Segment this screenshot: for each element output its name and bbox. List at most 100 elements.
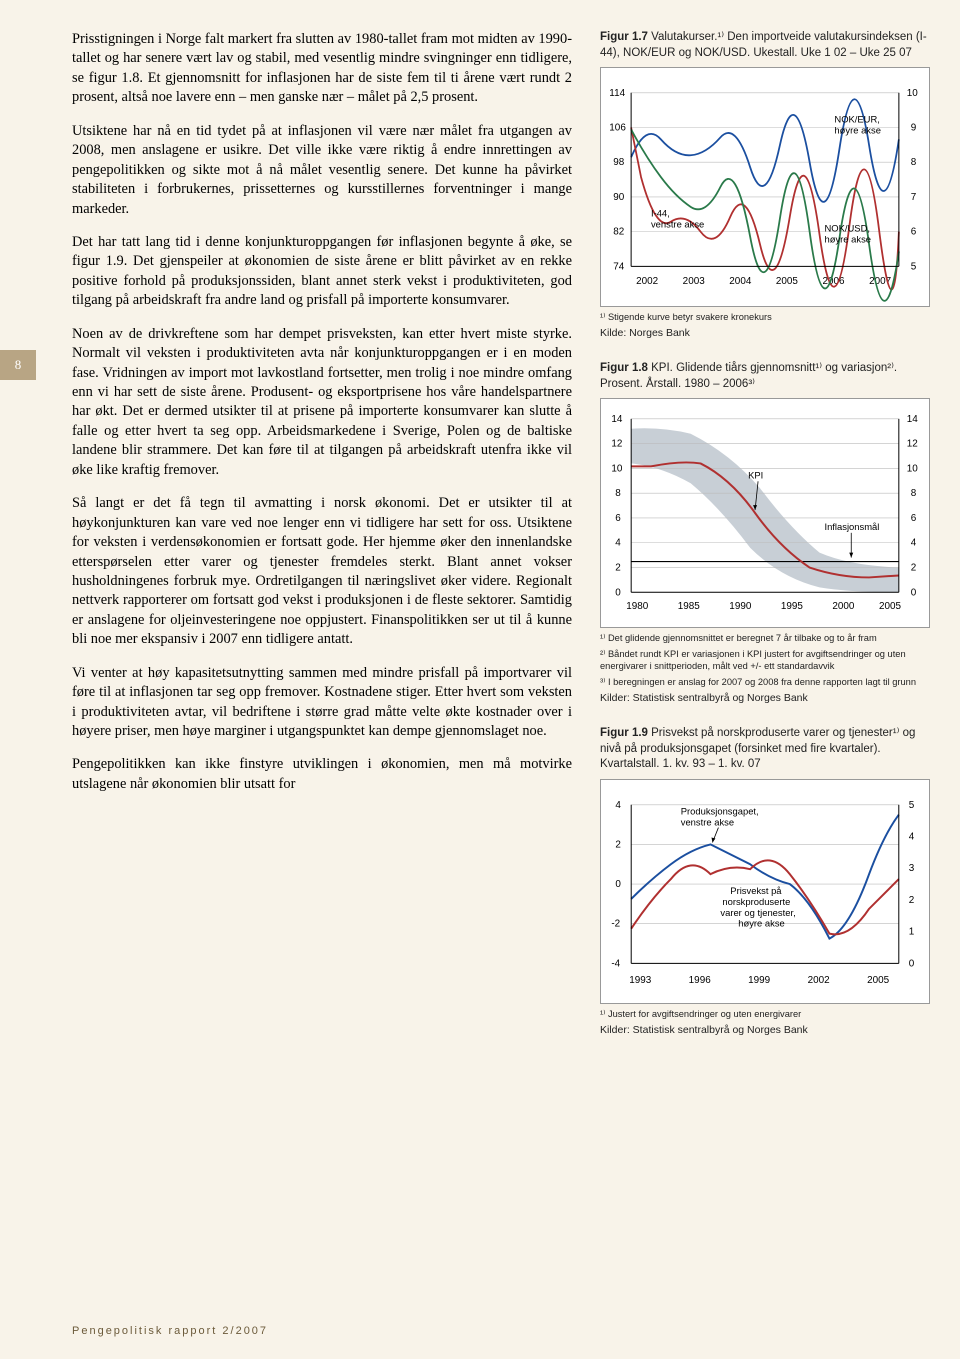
fig18-y-2: 10: [611, 464, 623, 475]
paragraph-3: Det har tatt lang tid i denne konjunktur…: [72, 233, 572, 311]
fig18-y-3: 8: [615, 488, 621, 499]
fig18-footnote-3: ³⁾ I beregningen er anslag for 2007 og 2…: [600, 676, 930, 688]
fig18-chart: 14 12 10 8 6 4 2 0 14 12 10 8 6 4 2 0: [600, 398, 930, 628]
fig19-annot-gap-l2: venstre akse: [681, 817, 734, 828]
fig18-y-4: 6: [615, 513, 621, 524]
figure-1-7: Figur 1.7 Valutakurser.¹⁾ Den importveid…: [600, 30, 930, 339]
fig19-ry-2: 3: [909, 863, 915, 874]
fig19-ry-0: 5: [909, 800, 915, 811]
figures-column: Figur 1.7 Valutakurser.¹⁾ Den importveid…: [600, 30, 930, 1299]
fig19-ly-4: -4: [611, 958, 620, 969]
paragraph-6: Vi venter at høy kapasitetsutnytting sam…: [72, 664, 572, 742]
fig18-annot-kpi: KPI: [748, 469, 763, 480]
paragraph-5: Så langt er det få tegn til avmatting i …: [72, 494, 572, 650]
fig17-annot-usd-l2: høyre akse: [825, 234, 872, 245]
fig18-ry-6: 2: [911, 563, 917, 574]
fig17-footnote: ¹⁾ Stigende kurve betyr svakere kronekur…: [600, 311, 930, 323]
fig17-x-2: 2004: [729, 276, 752, 287]
fig19-title-rest: Prisvekst på norskproduserte varer og tj…: [600, 727, 915, 770]
fig17-rytick-2: 8: [911, 157, 917, 168]
fig17-lytick-3: 90: [613, 192, 625, 203]
fig19-ry-1: 4: [909, 831, 915, 842]
fig19-annot-price-l4: høyre akse: [738, 918, 785, 929]
fig18-x-4: 2000: [832, 601, 855, 612]
fig17-annot-usd-l1: NOK/USD,: [825, 223, 870, 234]
fig17-annot-eur-l1: NOK/EUR,: [834, 114, 879, 125]
fig19-ry-3: 2: [909, 895, 915, 906]
figure-1-9: Figur 1.9 Prisvekst på norskproduserte v…: [600, 726, 930, 1036]
body-text-column: Prisstigningen i Norge falt markert fra …: [72, 30, 572, 1299]
fig17-title-bold: Figur 1.7: [600, 31, 648, 43]
fig19-footnote: ¹⁾ Justert for avgiftsendringer og uten …: [600, 1008, 930, 1020]
fig18-x-1: 1985: [678, 601, 701, 612]
fig17-title: Figur 1.7 Valutakurser.¹⁾ Den importveid…: [600, 30, 930, 61]
fig19-x-2: 1999: [748, 975, 771, 986]
fig18-x-2: 1990: [729, 601, 752, 612]
fig18-x-3: 1995: [781, 601, 804, 612]
fig18-ry-3: 8: [911, 488, 917, 499]
fig18-ry-7: 0: [911, 587, 917, 598]
paragraph-4: Noen av de drivkreftene som har dempet p…: [72, 325, 572, 481]
paragraph-2: Utsiktene har nå en tid tydet på at infl…: [72, 122, 572, 219]
fig19-annot-price-l1: Prisvekst på: [730, 885, 782, 896]
fig17-lytick-0: 114: [609, 88, 625, 99]
fig18-ry-5: 4: [911, 538, 917, 549]
fig17-rytick-1: 9: [911, 123, 917, 134]
fig17-line-i44: [631, 128, 899, 290]
fig19-annot-gap-l1: Produksjonsgapet,: [681, 806, 759, 817]
fig18-annot-target: Inflasjonsmål: [824, 521, 879, 532]
fig18-source: Kilder: Statistisk sentralbyrå og Norges…: [600, 692, 930, 704]
fig17-x-4: 2006: [823, 276, 846, 287]
fig17-source: Kilde: Norges Bank: [600, 327, 930, 339]
fig18-y-5: 4: [615, 538, 621, 549]
fig18-title-bold: Figur 1.8: [600, 362, 648, 374]
fig17-chart: 114 106 98 90 82 74 10 9 8 7 6 5 2002 20…: [600, 67, 930, 307]
fig19-x-0: 1993: [629, 975, 652, 986]
fig18-ry-0: 14: [907, 414, 919, 425]
fig19-x-3: 2002: [808, 975, 831, 986]
page-margin-tab: 8: [0, 350, 36, 380]
fig17-lytick-1: 106: [609, 123, 626, 134]
fig18-footnote-2: ²⁾ Båndet rundt KPI er variasjonen i KPI…: [600, 648, 930, 672]
fig18-y-0: 14: [611, 414, 623, 425]
figure-1-8: Figur 1.8 KPI. Glidende tiårs gjennomsni…: [600, 361, 930, 704]
fig18-x-5: 2005: [879, 601, 902, 612]
fig19-title-bold: Figur 1.9: [600, 727, 648, 739]
fig17-rytick-5: 5: [911, 261, 917, 272]
fig19-annot-price-l2: norskproduserte: [722, 896, 790, 907]
fig19-x-1: 1996: [689, 975, 712, 986]
fig19-ly-3: -2: [611, 919, 620, 930]
fig18-y-6: 2: [615, 563, 621, 574]
fig18-footnote-1: ¹⁾ Det glidende gjennomsnittet er beregn…: [600, 632, 930, 644]
fig19-ry-5: 0: [909, 958, 915, 969]
fig17-x-0: 2002: [636, 276, 659, 287]
fig17-title-rest: Valutakurser.¹⁾ Den importveide valutaku…: [600, 31, 927, 59]
fig17-x-1: 2003: [683, 276, 706, 287]
fig19-annot-price-l3: varer og tjenester,: [720, 907, 795, 918]
fig19-chart: 4 2 0 -2 -4 5 4 3 2 1 0 1993 1996 1999: [600, 779, 930, 1004]
fig18-ry-4: 6: [911, 513, 917, 524]
fig19-ly-2: 0: [615, 879, 621, 890]
fig18-x-0: 1980: [626, 601, 649, 612]
fig19-ly-0: 4: [615, 800, 621, 811]
fig17-annot-i44-l2: venstre akse: [651, 219, 704, 230]
fig19-source: Kilder: Statistisk sentralbyrå og Norges…: [600, 1024, 930, 1036]
fig17-rytick-4: 6: [911, 227, 917, 238]
fig17-annot-i44-l1: I-44,: [651, 208, 670, 219]
fig19-ly-1: 2: [615, 839, 621, 850]
paragraph-7: Pengepolitikken kan ikke finstyre utvikl…: [72, 755, 572, 794]
fig18-ry-1: 12: [907, 439, 919, 450]
fig17-x-3: 2005: [776, 276, 799, 287]
fig17-lytick-2: 98: [613, 157, 625, 168]
page-contentTMVectors: Prisstigningen i Norge falt markert fra …: [72, 30, 930, 1299]
fig19-title: Figur 1.9 Prisvekst på norskproduserte v…: [600, 726, 930, 773]
fig17-lytick-5: 74: [613, 261, 625, 272]
fig18-ry-2: 10: [907, 464, 919, 475]
fig19-x-4: 2005: [867, 975, 890, 986]
fig17-rytick-0: 10: [907, 88, 919, 99]
fig17-annot-eur-l2: høyre akse: [834, 124, 881, 135]
fig19-ry-4: 1: [909, 927, 915, 938]
fig18-y-7: 0: [615, 587, 621, 598]
paragraph-1: Prisstigningen i Norge falt markert fra …: [72, 30, 572, 108]
fig17-rytick-3: 7: [911, 192, 917, 203]
